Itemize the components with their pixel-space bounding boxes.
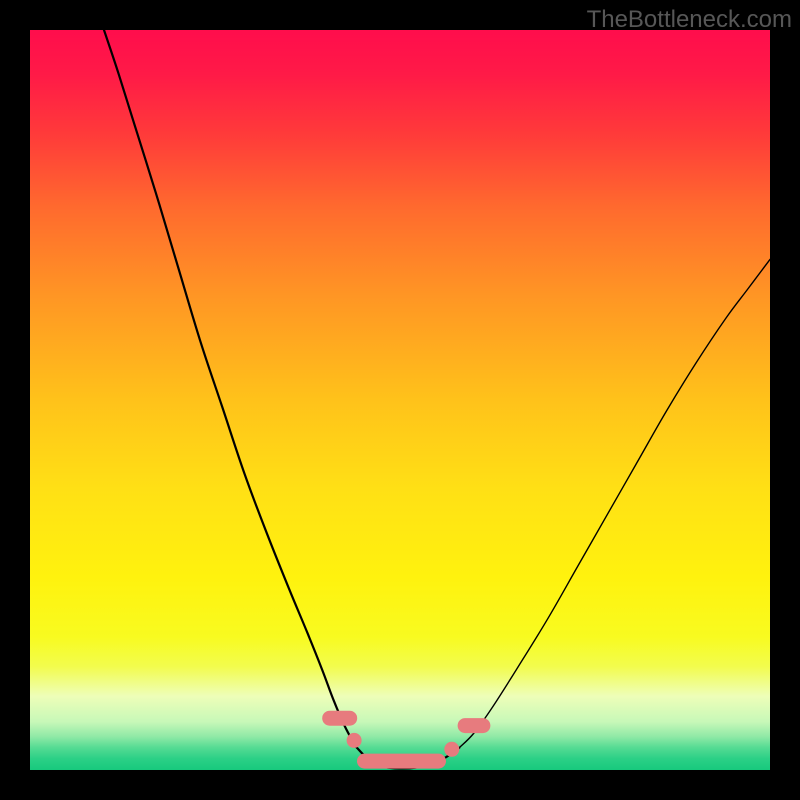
- plot-area: [30, 30, 770, 770]
- marker-dot: [347, 733, 362, 748]
- watermark-text: TheBottleneck.com: [587, 6, 792, 34]
- curve-left: [104, 30, 356, 746]
- chart-frame: TheBottleneck.com: [0, 0, 800, 800]
- curve-layer: [30, 30, 770, 770]
- bottom-markers: [330, 718, 483, 761]
- curve-right: [459, 259, 770, 747]
- marker-dot: [444, 742, 459, 757]
